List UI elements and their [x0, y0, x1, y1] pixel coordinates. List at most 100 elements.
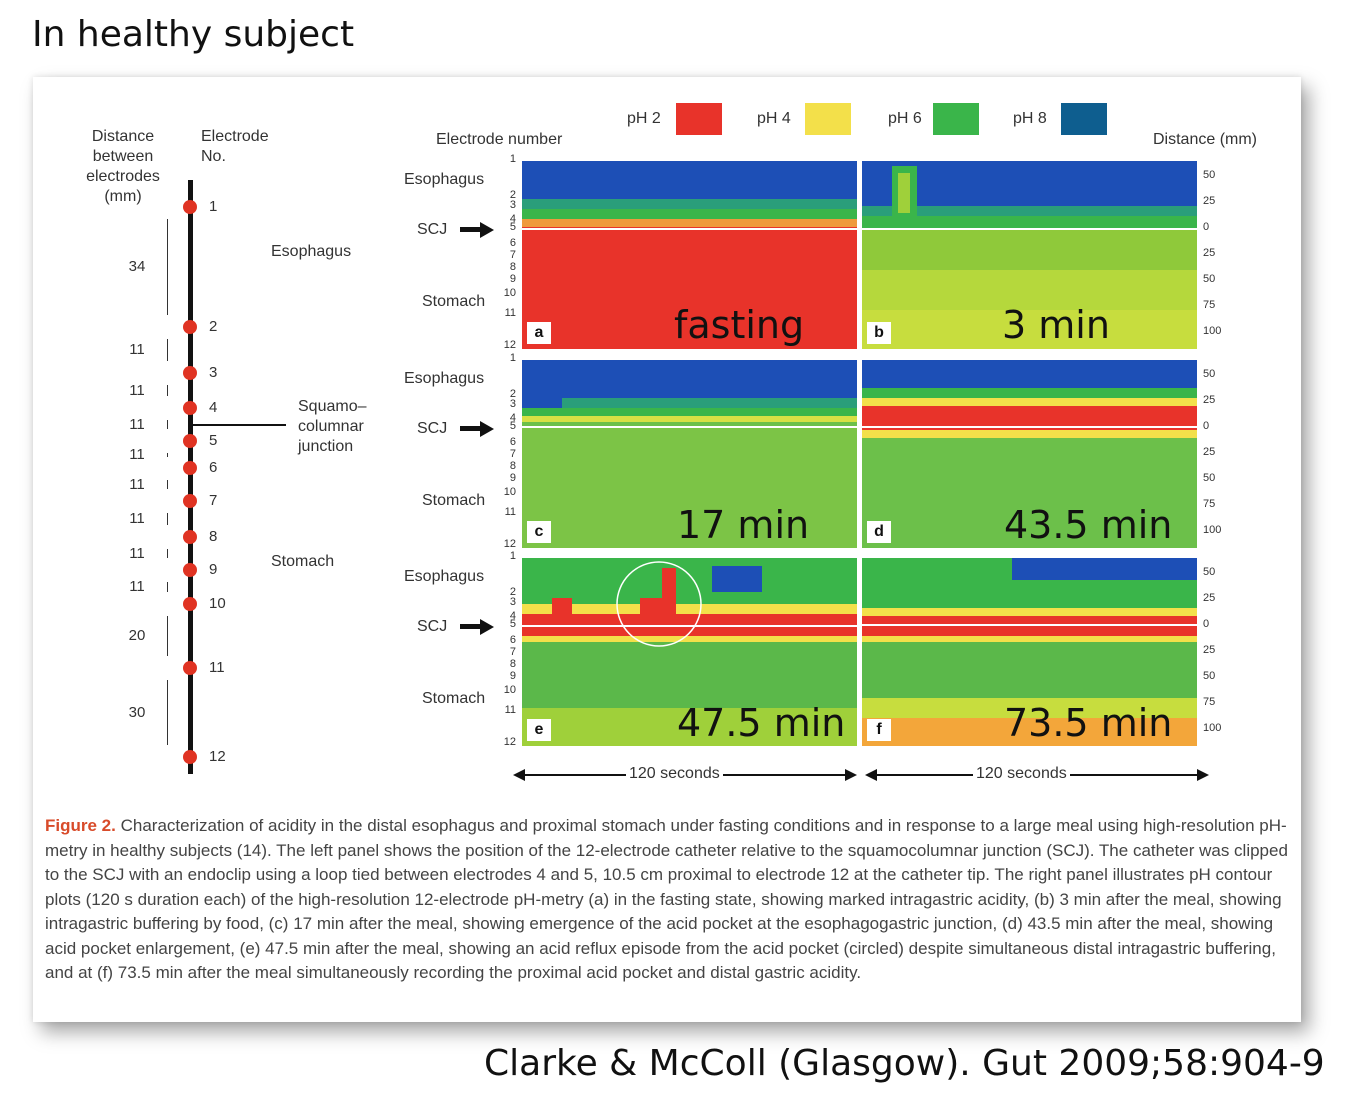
electrode-number: 10	[209, 595, 226, 612]
electrode-tick: 11	[504, 704, 516, 716]
electrode-number: 9	[209, 561, 218, 578]
double-arrow-icon	[167, 680, 168, 745]
panel-d-plot	[862, 360, 1197, 548]
panel-f: f 73.5 min	[862, 558, 1197, 746]
electrode-tick: 4	[509, 412, 516, 424]
double-arrow-icon	[167, 616, 168, 656]
electrode-number: 12	[209, 748, 226, 765]
panel-f-time: 73.5 min	[1004, 701, 1173, 745]
figure-caption: Figure 2. Characterization of acidity in…	[45, 814, 1295, 986]
row-label-scj: SCJ	[417, 420, 448, 437]
arrow-head-icon	[480, 619, 494, 635]
panel-b-time: 3 min	[1002, 303, 1110, 347]
electrode-dot	[183, 366, 197, 380]
double-arrow-icon	[167, 420, 168, 429]
stomach-label: Stomach	[271, 553, 335, 570]
electrode-dot	[183, 530, 197, 544]
panel-e-time: 47.5 min	[677, 701, 846, 745]
gap-distance: 11	[129, 445, 145, 463]
distance-tick: 0	[1203, 618, 1210, 630]
slide-title: In healthy subject	[32, 14, 355, 55]
panel-a: a fasting	[522, 161, 857, 349]
scj-connector	[193, 424, 286, 426]
duration-label-right: 120 seconds	[973, 765, 1070, 783]
row-label-esophagus: Esophagus	[404, 171, 485, 188]
electrode-number: 8	[209, 528, 218, 545]
electrode-number: 4	[209, 399, 218, 416]
electrode-tick: 2	[509, 586, 516, 598]
double-arrow-icon	[167, 549, 168, 558]
arrow-left-icon	[513, 769, 525, 781]
distance-tick: 25	[1203, 195, 1216, 207]
distance-tick: 50	[1203, 670, 1216, 682]
distance-axis-label: Distance (mm)	[1153, 131, 1258, 148]
distance-tick: 100	[1203, 325, 1222, 337]
panel-b-letter: b	[867, 322, 891, 344]
double-arrow-icon	[167, 582, 168, 592]
caption-text: Characterization of acidity in the dista…	[45, 816, 1288, 982]
distance-tick: 50	[1203, 368, 1216, 380]
gap-distance: 11	[129, 544, 145, 562]
distance-header: Distance between electrodes (mm)	[86, 128, 160, 205]
catheter-line	[188, 180, 193, 774]
electrode-tick: 7	[509, 646, 516, 658]
electrode-number: 1	[209, 198, 218, 215]
distance-tick: 50	[1203, 273, 1216, 285]
electrode-tick: 12	[503, 538, 516, 550]
electrode-number: 2	[209, 318, 218, 335]
row-label-esophagus: Esophagus	[404, 568, 485, 585]
row-label-stomach: Stomach	[422, 293, 486, 310]
electrode-tick: 9	[509, 273, 516, 285]
electrode-tick: 8	[509, 460, 516, 472]
row-label-scj: SCJ	[417, 618, 448, 635]
electrode-dot	[183, 661, 197, 675]
double-arrow-icon	[167, 385, 168, 396]
panel-a-plot	[522, 161, 857, 349]
electrode-tick: 12	[503, 736, 516, 748]
row-label-esophagus: Esophagus	[404, 370, 485, 387]
panel-e: e 47.5 min	[522, 558, 857, 746]
electrode-tick: 2	[509, 189, 516, 201]
electrode-number: 3	[209, 364, 218, 381]
electrode-number: 6	[209, 459, 218, 476]
electrode-number-axis-label: Electrode number	[436, 131, 563, 148]
double-arrow-icon	[167, 453, 168, 457]
distance-tick: 100	[1203, 722, 1222, 734]
electrode-tick: 3	[509, 199, 516, 211]
panel-a-letter: a	[527, 322, 551, 344]
scj-arrow-icon	[460, 624, 482, 629]
electrode-tick: 6	[509, 237, 516, 249]
legend-swatch-ph8	[1061, 103, 1107, 135]
electrode-dot	[183, 597, 197, 611]
electrode-dot	[183, 434, 197, 448]
electrode-tick: 3	[509, 398, 516, 410]
panel-f-plot	[862, 558, 1197, 746]
electrode-header: Electrode No.	[201, 128, 269, 165]
electrode-tick: 3	[509, 596, 516, 608]
panel-b-plot	[862, 161, 1197, 349]
electrode-dot	[183, 320, 197, 334]
gap-distance: 30	[128, 703, 146, 721]
distance-tick: 25	[1203, 592, 1216, 604]
distance-tick: 50	[1203, 169, 1216, 181]
panel-c-plot	[522, 360, 857, 548]
panel-e-plot	[522, 558, 857, 746]
arrow-head-icon	[480, 421, 494, 437]
electrode-tick: 6	[509, 634, 516, 646]
double-arrow-icon	[167, 219, 168, 315]
esophagus-label: Esophagus	[271, 243, 352, 260]
arrow-right-icon	[845, 769, 857, 781]
electrode-tick: 7	[509, 249, 516, 261]
legend-swatch-ph6	[933, 103, 979, 135]
panel-c: c 17 min	[522, 360, 857, 548]
electrode-dot	[183, 401, 197, 415]
gap-distance: 11	[129, 578, 145, 595]
gap-distance: 11	[129, 415, 145, 433]
distance-tick: 0	[1203, 420, 1210, 432]
panel-c-letter: c	[527, 521, 551, 543]
electrode-tick: 2	[509, 388, 516, 400]
electrode-tick: 4	[509, 610, 516, 622]
electrode-dot	[183, 494, 197, 508]
electrode-tick: 9	[509, 670, 516, 682]
duration-label-left: 120 seconds	[626, 765, 723, 783]
